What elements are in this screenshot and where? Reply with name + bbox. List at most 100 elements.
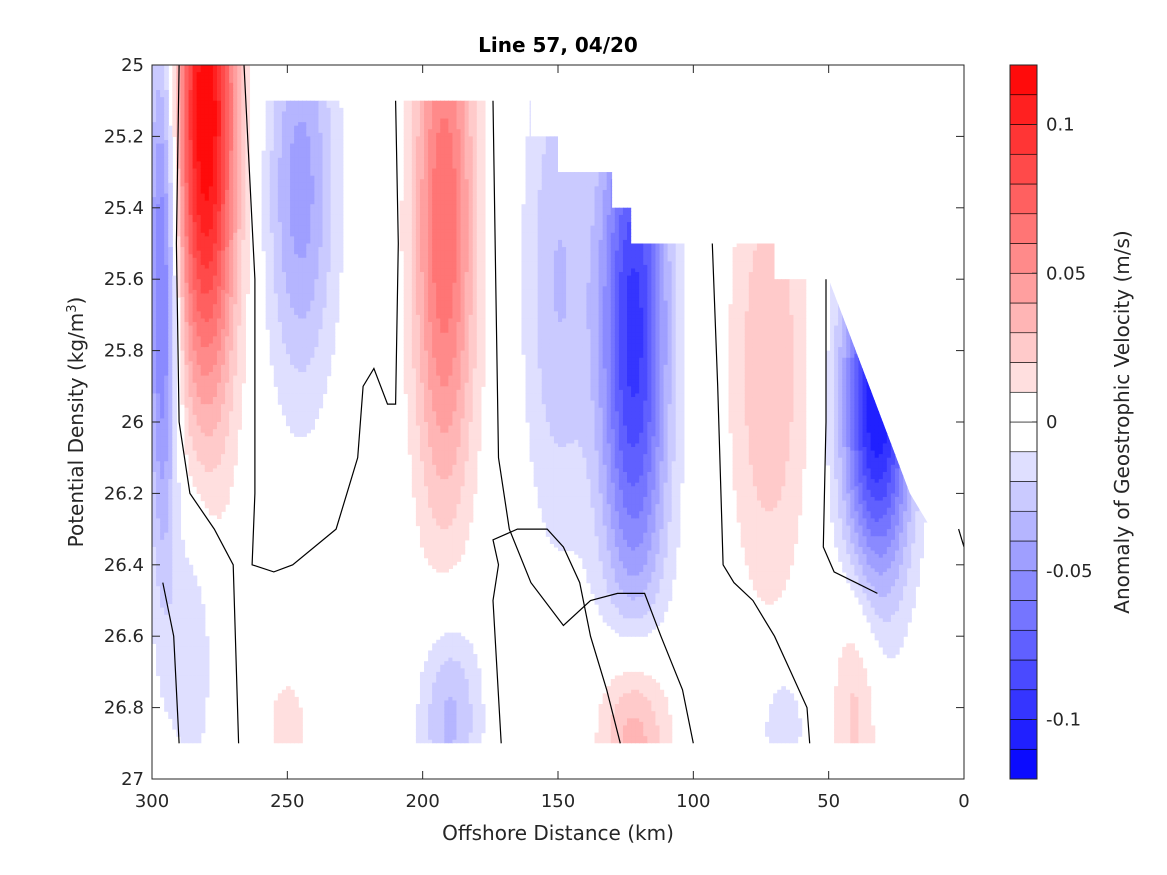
field-cell (152, 636, 157, 641)
field-cell (290, 275, 295, 280)
field-cell (168, 236, 173, 241)
field-cell (281, 393, 287, 398)
field-cell (229, 343, 234, 348)
field-cell (200, 261, 206, 266)
field-cell (196, 661, 202, 666)
field-cell (225, 389, 230, 395)
field-cell (221, 157, 226, 162)
field-cell (294, 143, 299, 148)
field-cell (281, 254, 287, 259)
field-cell (172, 336, 177, 341)
field-cell (188, 272, 194, 277)
field-cell (200, 75, 206, 80)
field-cell (322, 114, 328, 120)
field-cell (204, 471, 210, 477)
field-cell (216, 82, 222, 88)
field-cell (281, 714, 287, 719)
field-cell (192, 739, 198, 744)
field-cell (156, 429, 161, 434)
field-cell (326, 207, 332, 212)
field-cell (180, 593, 186, 598)
field-cell (160, 186, 165, 191)
field-cell (273, 311, 279, 316)
field-cell (208, 114, 214, 120)
field-cell (200, 657, 206, 662)
field-cell (290, 361, 295, 366)
field-cell (314, 368, 320, 373)
field-cell (200, 186, 206, 191)
field-cell (225, 222, 230, 227)
field-cell (294, 414, 299, 420)
field-cell (208, 457, 214, 462)
field-cell (216, 172, 222, 177)
field-cell (277, 250, 283, 255)
field-cell (277, 175, 283, 180)
field-cell (204, 189, 210, 195)
field-cell (310, 107, 315, 113)
field-cell (273, 729, 279, 734)
field-cell (176, 239, 182, 245)
field-cell (294, 375, 299, 380)
field-cell (172, 350, 177, 355)
field-cell (318, 322, 324, 327)
field-cell (204, 193, 210, 198)
field-cell (245, 89, 251, 95)
field-cell (281, 175, 287, 180)
field-cell (306, 300, 311, 305)
field-cell (269, 232, 275, 237)
field-cell (306, 275, 311, 280)
field-cell (290, 161, 295, 166)
field-cell (310, 418, 315, 423)
field-cell (212, 332, 218, 337)
field-cell (164, 646, 169, 652)
field-cell (164, 625, 169, 630)
field-cell (164, 693, 169, 698)
field-cell (245, 239, 251, 245)
field-cell (221, 439, 226, 445)
field-cell (152, 407, 157, 412)
field-cell (212, 329, 218, 334)
field-cell (229, 68, 234, 73)
field-cell (306, 236, 311, 241)
field-cell (180, 100, 186, 105)
field-cell (233, 350, 238, 355)
field-cell (180, 379, 186, 384)
field-cell (164, 532, 169, 537)
field-cell (225, 282, 230, 287)
field-cell (294, 132, 299, 137)
field-cell (225, 397, 230, 402)
field-cell (233, 418, 238, 423)
field-cell (281, 375, 287, 380)
field-cell (225, 211, 230, 216)
field-cell (164, 229, 169, 234)
field-cell (156, 439, 161, 445)
field-cell (233, 250, 238, 255)
field-cell (188, 397, 194, 402)
field-cell (290, 154, 295, 159)
field-cell (208, 496, 214, 502)
field-cell (200, 129, 206, 134)
field-cell (200, 104, 206, 109)
field-cell (204, 436, 210, 441)
field-cell (277, 311, 283, 316)
field-cell (285, 132, 291, 137)
field-cell (294, 107, 299, 113)
field-cell (294, 429, 299, 434)
field-cell (306, 404, 311, 409)
field-cell (245, 164, 251, 170)
field-cell (229, 139, 234, 145)
field-cell (225, 411, 230, 416)
field-cell (156, 197, 161, 202)
field-cell (172, 461, 177, 466)
field-cell (164, 343, 169, 348)
field-cell (233, 214, 238, 220)
field-cell (160, 664, 165, 669)
field-cell (208, 93, 214, 98)
field-cell (216, 122, 222, 127)
field-cell (225, 218, 230, 223)
field-cell (285, 393, 291, 398)
field-cell (221, 136, 226, 141)
field-cell (281, 707, 287, 712)
field-cell (160, 532, 165, 537)
field-cell (269, 132, 275, 137)
